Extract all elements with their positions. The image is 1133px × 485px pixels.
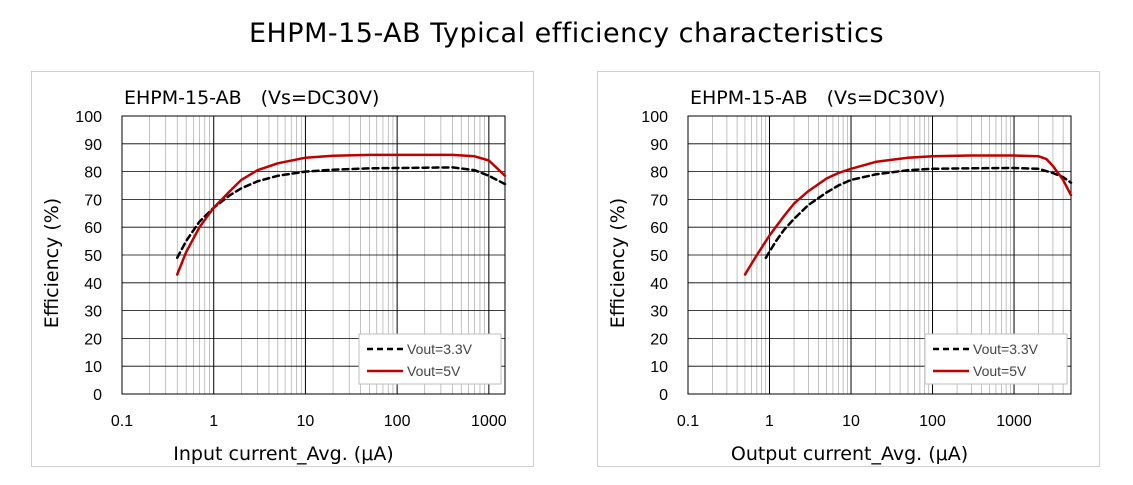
y-tick-label: 10 <box>650 359 668 376</box>
y-tick-label: 100 <box>641 109 668 126</box>
legend-box <box>358 333 502 385</box>
y-tick-label: 40 <box>650 276 668 293</box>
y-axis-label: Efficiency (%) <box>41 198 63 328</box>
y-tick-label: 100 <box>75 109 102 126</box>
y-tick-label: 20 <box>650 331 668 348</box>
x-tick-label: 10 <box>297 413 315 430</box>
y-tick-label: 70 <box>84 192 102 209</box>
y-tick-label: 30 <box>84 304 102 321</box>
x-tick-label: 1000 <box>996 413 1032 430</box>
series-line-vout-5v <box>175 153 507 276</box>
y-tick-label: 30 <box>650 304 668 321</box>
x-axis-label: Input current_Avg. (μA) <box>173 443 393 465</box>
x-axis-label: Output current_Avg. (μA) <box>731 443 968 465</box>
y-tick-label: 50 <box>650 248 668 265</box>
x-tick-label: 100 <box>384 413 411 430</box>
y-tick-label: 0 <box>659 387 668 404</box>
y-tick-label: 90 <box>84 137 102 154</box>
x-tick-label: 0.1 <box>677 413 699 430</box>
x-tick-label: 10 <box>842 413 860 430</box>
x-tick-label: 1 <box>765 413 774 430</box>
y-tick-label: 50 <box>84 248 102 265</box>
chart-panel-input-current: 0 10 20 30 40 50 60 70 80 90 100 0.1 1 10 100 1000 EHPM-… <box>31 71 534 467</box>
x-tick-label: 1 <box>209 413 218 430</box>
y-tick-label: 0 <box>93 387 102 404</box>
plot-border <box>687 115 1072 395</box>
y-tick-label: 90 <box>650 137 668 154</box>
x-tick-label: 1000 <box>471 413 507 430</box>
legend-box <box>924 333 1068 385</box>
legend-entry: Vout=5V <box>973 363 1027 379</box>
y-tick-label: 80 <box>84 165 102 182</box>
chart-title: EHPM-15-AB (Vs=DC30V) <box>124 87 379 109</box>
y-tick-label: 60 <box>650 220 668 237</box>
page-title: EHPM-15-AB Typical efficiency characteri… <box>248 18 885 49</box>
y-tick-label: 10 <box>84 359 102 376</box>
y-tick-label: 70 <box>650 192 668 209</box>
series-line-vout-3-3v <box>764 166 1073 260</box>
y-tick-label: 20 <box>84 331 102 348</box>
efficiency-chart-input: 0 10 20 30 40 50 60 70 80 90 100 0.1 1 10 100 1000 EHPM-… <box>41 87 507 465</box>
chart-title: EHPM-15-AB (Vs=DC30V) <box>690 87 945 109</box>
chart-panel-output-current: 0 10 20 30 40 50 60 70 80 90 100 0.1 1 10 100 1000 EHPM-… <box>597 71 1100 467</box>
x-tick-label: 0.1 <box>111 413 133 430</box>
y-tick-label: 40 <box>84 276 102 293</box>
y-tick-label: 80 <box>650 165 668 182</box>
y-axis-label: Efficiency (%) <box>607 198 629 328</box>
legend-entry: Vout=5V <box>407 363 461 379</box>
x-tick-label: 100 <box>919 413 946 430</box>
efficiency-chart-output: 0 10 20 30 40 50 60 70 80 90 100 0.1 1 10 100 1000 EHPM-… <box>607 87 1073 465</box>
plot-border <box>121 115 506 395</box>
legend-entry: Vout=3.3V <box>973 341 1039 357</box>
series-line-vout-5v <box>743 154 1073 276</box>
y-tick-label: 60 <box>84 220 102 237</box>
legend-entry: Vout=3.3V <box>407 341 473 357</box>
